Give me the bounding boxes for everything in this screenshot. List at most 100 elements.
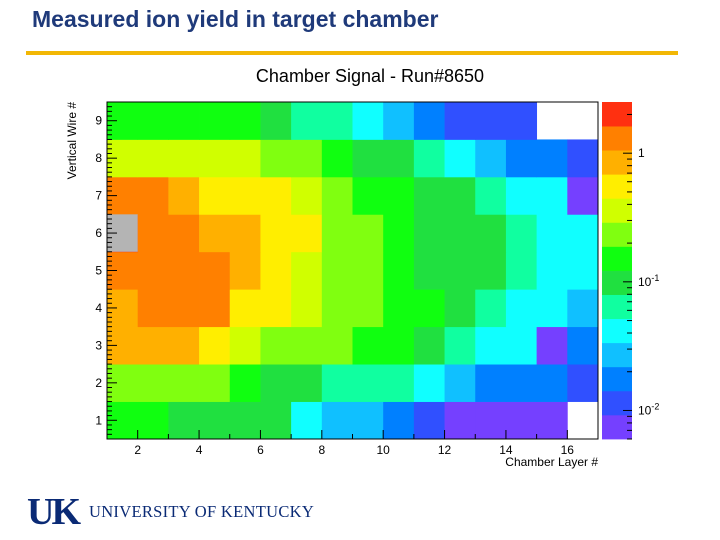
heatmap-cell xyxy=(229,251,261,290)
colorbar-segment xyxy=(602,198,632,223)
heatmap-cell xyxy=(352,289,384,328)
heatmap-cell xyxy=(352,139,384,178)
heatmap-cell xyxy=(199,102,231,140)
heatmap-cell xyxy=(444,176,476,215)
heatmap-cell xyxy=(505,289,538,328)
heatmap-cell xyxy=(444,326,476,365)
slide-title: Measured ion yield in target chamber xyxy=(32,6,439,32)
heatmap-cell xyxy=(168,289,200,328)
y-tick-label: 2 xyxy=(95,376,102,390)
colorbar-segment xyxy=(602,150,632,175)
heatmap-cell xyxy=(383,251,415,290)
heatmap-cell xyxy=(352,326,384,365)
heatmap-cell xyxy=(352,401,384,440)
heatmap-cells xyxy=(107,102,599,440)
heatmap-cell xyxy=(168,251,200,290)
colorbar-segment xyxy=(602,318,632,344)
heatmap-cell xyxy=(383,102,415,140)
heatmap-cell xyxy=(413,251,445,290)
x-tick-label: 4 xyxy=(196,443,203,457)
logo-text: UNIVERSITY OF KENTUCKY xyxy=(89,502,315,521)
heatmap-cell xyxy=(168,364,200,402)
heatmap-cell xyxy=(475,251,507,290)
heatmap-cell xyxy=(567,289,599,328)
y-tick-label: 6 xyxy=(95,226,102,240)
university-logo: UK UNIVERSITY OF KENTUCKY xyxy=(27,491,314,533)
heatmap-cell xyxy=(260,214,292,253)
y-tick-label: 7 xyxy=(95,189,102,203)
heatmap-cell xyxy=(199,214,231,253)
heatmap-cell xyxy=(413,401,445,440)
heatmap-cell xyxy=(168,214,200,253)
heatmap-cell xyxy=(291,214,323,253)
heatmap-cell xyxy=(260,364,292,402)
heatmap-cell xyxy=(505,401,538,440)
heatmap-cell xyxy=(321,364,353,402)
heatmap-cell xyxy=(444,401,476,440)
heatmap-cell xyxy=(291,401,323,440)
heatmap-cell xyxy=(475,176,507,215)
heatmap-cell xyxy=(291,289,323,328)
heatmap-cell xyxy=(567,326,599,365)
heatmap-cell xyxy=(475,401,507,440)
x-tick-label: 16 xyxy=(561,443,575,457)
heatmap-cell xyxy=(536,401,568,440)
heatmap-cell xyxy=(444,251,476,290)
heatmap-cell xyxy=(291,251,323,290)
heatmap-cell xyxy=(137,251,169,290)
heatmap-cell xyxy=(536,176,568,215)
heatmap-cell xyxy=(383,139,415,178)
heatmap-cell xyxy=(444,214,476,253)
heatmap-cell xyxy=(291,364,323,402)
heatmap-cell xyxy=(291,139,323,178)
heatmap-cell xyxy=(199,326,231,365)
heatmap-cell xyxy=(536,139,568,178)
heatmap-cell xyxy=(229,326,261,365)
heatmap-cell xyxy=(505,176,538,215)
heatmap-cell xyxy=(137,176,169,215)
colorbar-segment xyxy=(602,414,632,440)
heatmap-cell xyxy=(321,139,353,178)
heatmap-cell xyxy=(137,289,169,328)
heatmap-cell xyxy=(199,289,231,328)
colorbar-segment xyxy=(602,390,632,416)
heatmap-cell xyxy=(260,289,292,328)
heatmap-chart: Chamber Signal - Run#8650 2 4 6 8 10 12 14 1612… xyxy=(65,66,659,469)
y-tick-label: 4 xyxy=(95,301,102,315)
y-tick-label: 1 xyxy=(95,413,102,427)
heatmap-cell xyxy=(199,401,231,440)
heatmap-cell xyxy=(352,251,384,290)
heatmap-cell xyxy=(321,176,353,215)
heatmap-cell xyxy=(352,102,384,140)
heatmap-cell xyxy=(567,364,599,402)
heatmap-cell xyxy=(260,251,292,290)
heatmap-cell xyxy=(229,139,261,178)
heatmap-cell xyxy=(199,251,231,290)
heatmap-cell xyxy=(413,326,445,365)
colorbar-segment xyxy=(602,126,632,151)
logo-mark: UK xyxy=(27,491,81,533)
heatmap-cell xyxy=(229,102,261,140)
heatmap-cell xyxy=(137,102,169,140)
x-tick-label: 6 xyxy=(257,443,264,457)
colorbar: 1 10-1 10-2 xyxy=(602,102,659,440)
heatmap-cell xyxy=(168,326,200,365)
heatmap-cell xyxy=(536,214,568,253)
heatmap-cell xyxy=(536,364,568,402)
colorbar-segment xyxy=(602,246,632,271)
heatmap-cell xyxy=(168,102,200,140)
heatmap-cell xyxy=(413,139,445,178)
heatmap-cell xyxy=(352,176,384,215)
x-tick-label: 8 xyxy=(318,443,325,457)
heatmap-cell xyxy=(536,289,568,328)
heatmap-cell xyxy=(536,251,568,290)
heatmap-cell xyxy=(475,364,507,402)
heatmap-cell xyxy=(383,326,415,365)
heatmap-cell xyxy=(383,401,415,440)
colorbar-segment xyxy=(602,174,632,199)
heatmap-cell xyxy=(291,326,323,365)
heatmap-cell xyxy=(352,364,384,402)
heatmap-cell xyxy=(413,289,445,328)
heatmap-cell xyxy=(475,326,507,365)
